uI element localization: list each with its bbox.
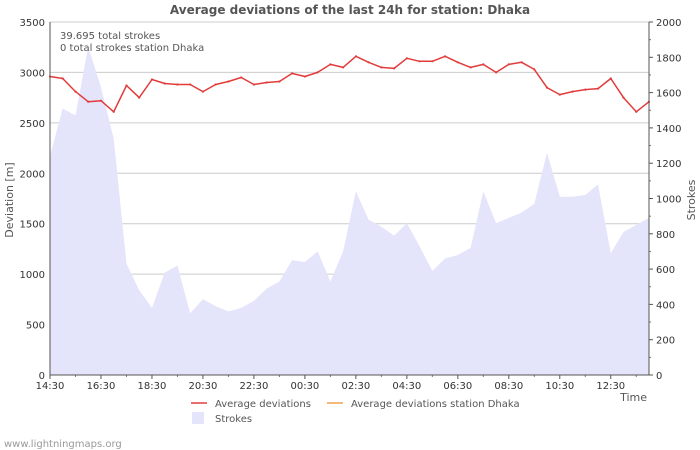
- x-tick-label-20:30: 20:30: [189, 381, 218, 392]
- x-tick-label-10:30: 10:30: [545, 381, 574, 392]
- y-tick-label-3000: 3000: [20, 68, 45, 79]
- point-average-deviations: [482, 63, 485, 66]
- point-average-deviations: [278, 80, 281, 83]
- legend-item-strokes[interactable]: Strokes: [192, 412, 252, 425]
- y2-tick-label-1400: 1400: [656, 124, 681, 135]
- x-tick-label-08:30: 08:30: [494, 381, 523, 392]
- point-average-deviations: [354, 55, 357, 58]
- point-average-deviations: [393, 67, 396, 70]
- deviation-line-layer: [48, 55, 651, 113]
- point-average-deviations: [507, 63, 510, 66]
- point-average-deviations: [533, 68, 536, 71]
- y2-tick-label-800: 800: [656, 230, 675, 241]
- point-average-deviations: [622, 96, 625, 99]
- y2-tick-label-1000: 1000: [656, 195, 681, 206]
- point-average-deviations: [138, 96, 141, 99]
- point-average-deviations: [189, 83, 192, 86]
- legend: Average deviations Average deviations st…: [191, 399, 520, 425]
- point-average-deviations: [150, 78, 154, 81]
- x-tick-label-18:30: 18:30: [138, 381, 167, 392]
- point-average-deviations: [635, 110, 638, 113]
- point-average-deviations: [214, 83, 217, 86]
- point-average-deviations: [342, 66, 345, 69]
- y-axis-label: Deviation [m]: [3, 162, 16, 237]
- point-average-deviations: [61, 77, 64, 80]
- point-average-deviations: [545, 86, 549, 89]
- point-average-deviations: [265, 81, 268, 84]
- x-tick-label-00:30: 00:30: [290, 381, 319, 392]
- y2-tick-label-1800: 1800: [656, 53, 681, 64]
- x-tick-label-16:30: 16:30: [87, 381, 116, 392]
- x-axis-label: Time: [619, 391, 647, 404]
- legend-label-average-deviations: Average deviations: [215, 399, 311, 410]
- chart-title: Average deviations of the last 24h for s…: [170, 3, 530, 17]
- y2-tick-label-2000: 2000: [656, 18, 681, 29]
- legend-swatch-strokes: [192, 412, 204, 424]
- y-tick-label-2500: 2500: [20, 119, 45, 130]
- y-tick-label-3500: 3500: [20, 18, 45, 29]
- x-tick-label-04:30: 04:30: [392, 381, 421, 392]
- legend-item-average-deviations[interactable]: Average deviations: [191, 399, 311, 410]
- axes: 0 500 1000 1500 2000 2500 3000 3500 0 200 400 600 80…: [20, 18, 682, 392]
- y2-tick-label-200: 200: [656, 336, 675, 347]
- y-tick-label-1000: 1000: [20, 270, 45, 281]
- x-tick-label-14:30: 14:30: [36, 381, 65, 392]
- strokes-area-layer: [50, 46, 649, 375]
- y2-tick-label-1600: 1600: [656, 89, 681, 100]
- point-average-deviations: [558, 93, 561, 96]
- point-average-deviations: [252, 83, 255, 86]
- x-tick-label-22:30: 22:30: [240, 381, 269, 392]
- point-average-deviations: [609, 77, 612, 80]
- legend-label-strokes: Strokes: [215, 414, 252, 425]
- point-average-deviations: [405, 57, 408, 60]
- y-tick-label-0: 0: [39, 371, 45, 382]
- point-average-deviations: [303, 75, 306, 78]
- point-average-deviations: [469, 66, 472, 69]
- total-strokes-annotation: 39.695 total strokes: [60, 31, 160, 42]
- station-strokes-annotation: 0 total strokes station Dhaka: [60, 43, 204, 54]
- point-average-deviations: [316, 71, 319, 74]
- y-tick-label-1500: 1500: [20, 220, 45, 231]
- y2-tick-label-600: 600: [656, 265, 675, 276]
- legend-item-average-deviations-station[interactable]: Average deviations station Dhaka: [327, 399, 520, 410]
- x-tick-label-12:30: 12:30: [596, 381, 625, 392]
- line-average-deviations: [49, 55, 650, 113]
- point-average-deviations: [227, 80, 230, 83]
- x-tick-label-02:30: 02:30: [341, 381, 370, 392]
- y2-tick-label-400: 400: [656, 300, 675, 311]
- point-average-deviations: [380, 66, 383, 69]
- point-average-deviations: [87, 100, 90, 103]
- strokes-area: [50, 46, 649, 375]
- point-average-deviations: [456, 61, 459, 64]
- point-average-deviations: [571, 90, 574, 93]
- x-tick-label-06:30: 06:30: [443, 381, 472, 392]
- y-tick-label-500: 500: [26, 321, 45, 332]
- point-average-deviations: [520, 61, 523, 64]
- point-average-deviations: [291, 72, 294, 75]
- point-average-deviations: [99, 99, 103, 102]
- point-average-deviations: [329, 63, 332, 66]
- point-average-deviations: [495, 71, 498, 74]
- source-footer[interactable]: www.lightningmaps.org: [4, 439, 122, 450]
- point-average-deviations: [418, 60, 421, 63]
- legend-label-average-deviations-station: Average deviations station Dhaka: [351, 399, 520, 410]
- y2-tick-label-0: 0: [656, 371, 662, 382]
- y-tick-label-2000: 2000: [20, 169, 45, 180]
- point-average-deviations: [431, 60, 434, 63]
- point-average-deviations: [240, 76, 243, 79]
- y2-axis-label: Strokes: [685, 179, 698, 220]
- point-average-deviations: [125, 84, 128, 87]
- point-average-deviations: [163, 82, 166, 85]
- y2-tick-label-1200: 1200: [656, 159, 681, 170]
- point-average-deviations: [112, 110, 115, 113]
- point-average-deviations: [74, 90, 77, 93]
- point-average-deviations: [584, 88, 587, 91]
- point-average-deviations: [176, 83, 179, 86]
- point-average-deviations: [596, 87, 600, 90]
- point-average-deviations: [367, 61, 370, 64]
- point-average-deviations: [444, 55, 447, 58]
- point-average-deviations: [201, 90, 204, 93]
